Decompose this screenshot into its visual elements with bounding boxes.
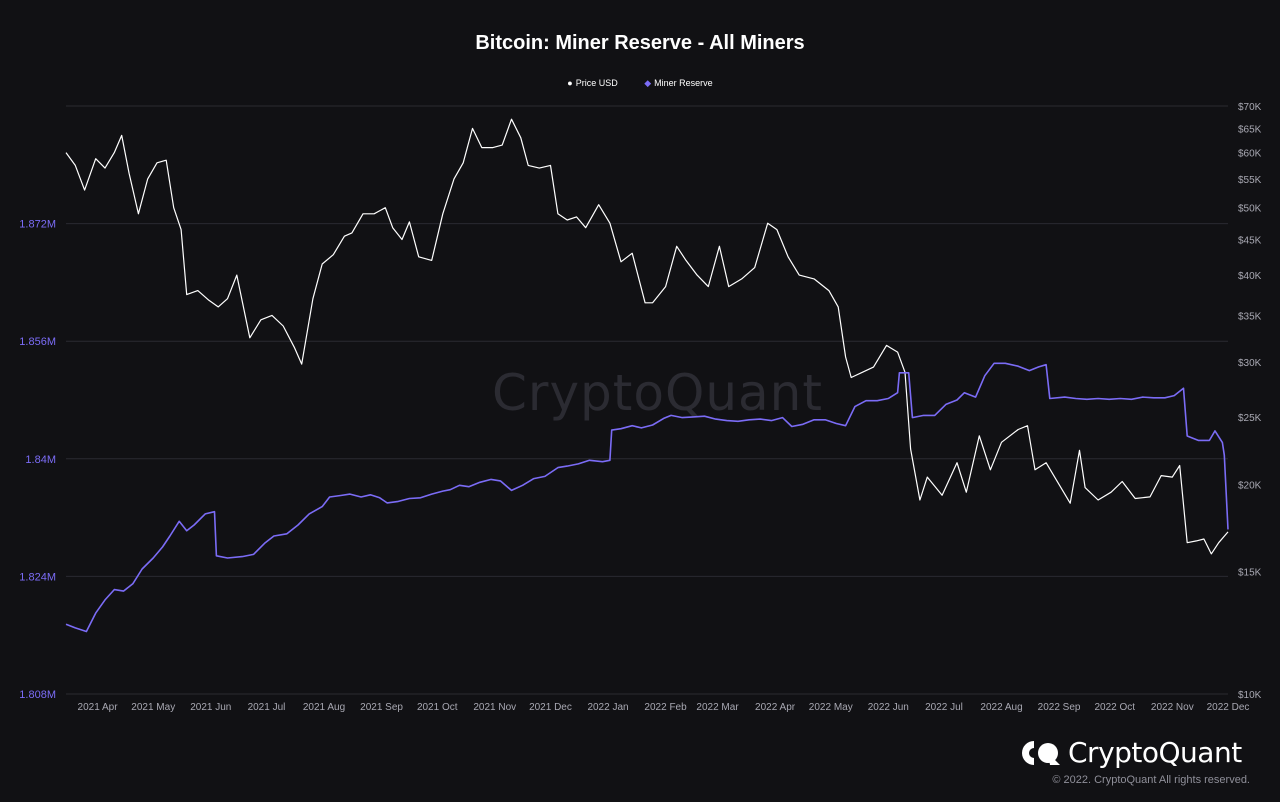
legend-item-price[interactable]: ● Price USD	[567, 78, 617, 88]
y-left-tick-label: 1.856M	[19, 336, 56, 348]
x-tick-label: 2022 Apr	[755, 702, 796, 713]
x-tick-label: 2022 Feb	[644, 702, 687, 713]
y-right-tick-label: $40K	[1238, 271, 1262, 282]
chart-legend: ● Price USD ◆ Miner Reserve	[0, 78, 1280, 89]
y-right-tick-label: $55K	[1238, 175, 1262, 186]
x-tick-label: 2021 Aug	[303, 702, 345, 713]
legend-dot-price-icon: ●	[567, 78, 573, 88]
x-tick-label: 2021 Oct	[417, 702, 458, 713]
y-right-tick-label: $65K	[1238, 124, 1262, 135]
y-right-tick-label: $30K	[1238, 358, 1262, 369]
x-tick-label: 2021 Jul	[248, 702, 286, 713]
y-left-tick-label: 1.84M	[25, 454, 56, 466]
y-left-tick-label: 1.872M	[19, 219, 56, 231]
x-tick-label: 2022 Mar	[696, 702, 739, 713]
y-right-tick-label: $15K	[1238, 567, 1262, 578]
y-right-tick-label: $45K	[1238, 236, 1262, 247]
x-tick-label: 2022 Jul	[925, 702, 963, 713]
copyright-text: © 2022. CryptoQuant All rights reserved.	[1052, 774, 1250, 786]
legend-dot-reserve-icon: ◆	[644, 78, 652, 88]
y-left-tick-label: 1.824M	[19, 571, 56, 583]
brand-name: CryptoQuant	[1068, 736, 1242, 769]
x-tick-label: 2021 Jun	[190, 702, 231, 713]
y-right-tick-label: $35K	[1238, 311, 1262, 322]
brand-logo[interactable]: CryptoQuant	[1020, 736, 1242, 769]
x-tick-label: 2022 Jan	[587, 702, 628, 713]
x-tick-label: 2022 Dec	[1207, 702, 1250, 713]
x-tick-label: 2022 Jun	[868, 702, 909, 713]
cryptoquant-logo-icon	[1022, 740, 1060, 765]
legend-item-reserve[interactable]: ◆ Miner Reserve	[644, 78, 712, 89]
chart-title: Bitcoin: Miner Reserve - All Miners	[475, 32, 805, 54]
x-tick-label: 2022 Aug	[980, 702, 1022, 713]
x-tick-label: 2022 May	[809, 702, 853, 713]
y-right-tick-label: $50K	[1238, 204, 1262, 215]
x-tick-label: 2021 Nov	[473, 702, 516, 713]
y-right-tick-label: $70K	[1238, 102, 1262, 113]
series-line-price	[65, 118, 1229, 555]
x-tick-label: 2021 Dec	[529, 702, 572, 713]
y-right-tick-label: $20K	[1238, 481, 1262, 492]
y-right-tick-label: $10K	[1238, 690, 1262, 701]
y-right-tick-label: $60K	[1238, 149, 1262, 160]
legend-label-reserve: Miner Reserve	[654, 78, 713, 88]
x-tick-label: 2022 Oct	[1094, 702, 1135, 713]
x-tick-label: 2021 Apr	[78, 702, 119, 713]
legend-label-price: Price USD	[575, 78, 618, 88]
watermark: CryptoQuant	[492, 364, 823, 422]
y-left-tick-label: 1.808M	[19, 689, 56, 701]
x-tick-label: 2022 Sep	[1038, 702, 1081, 713]
x-tick-label: 2022 Nov	[1151, 702, 1194, 713]
x-tick-label: 2021 May	[131, 702, 175, 713]
series-line-reserve	[65, 362, 1229, 633]
x-tick-label: 2021 Sep	[360, 702, 403, 713]
y-right-tick-label: $25K	[1238, 413, 1262, 424]
